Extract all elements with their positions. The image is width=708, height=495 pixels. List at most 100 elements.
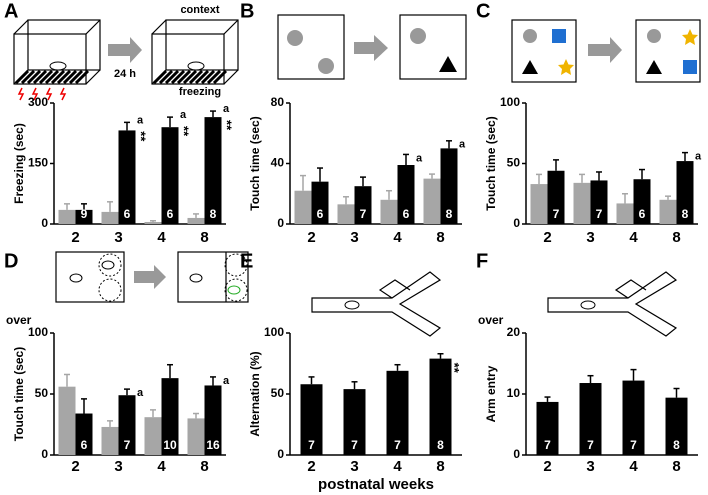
- y-tick-label: 150: [28, 156, 48, 170]
- n-label: 6: [81, 438, 88, 452]
- significance-stars: **: [177, 126, 192, 137]
- n-label: 7: [553, 207, 560, 221]
- bar: [659, 199, 677, 224]
- y-tick-label: 10: [507, 386, 521, 400]
- x-tick-label: 8: [200, 458, 208, 475]
- diagram-f: [547, 271, 678, 337]
- significance-stars: **: [220, 120, 235, 131]
- x-tick-label: 8: [672, 458, 680, 475]
- x-tick-label: 4: [629, 458, 638, 475]
- y-tick-label: 40: [271, 156, 285, 170]
- n-label: 7: [630, 438, 637, 452]
- n-label: 8: [682, 207, 689, 221]
- y-tick-label: 100: [264, 325, 284, 339]
- bar: [187, 418, 205, 455]
- diagram-a: 24 h context freezing: [13, 4, 239, 101]
- panel-letter: E: [240, 250, 253, 272]
- bar: [311, 181, 329, 224]
- n-label: 7: [351, 438, 358, 452]
- n-label: 6: [403, 207, 410, 221]
- x-tick-label: 8: [436, 458, 444, 475]
- n-label: 9: [81, 207, 88, 221]
- significance-stars: **: [134, 131, 149, 142]
- panel-letter: F: [476, 250, 488, 272]
- y-tick-label: 50: [35, 386, 49, 400]
- x-axis-label: postnatal weeks: [318, 476, 434, 493]
- y-tick-label: 0: [277, 447, 284, 461]
- bar: [429, 358, 452, 455]
- panel-letter: A: [4, 0, 18, 22]
- bar: [161, 127, 179, 224]
- y-tick-label: 20: [507, 325, 521, 339]
- significance-letter: a: [180, 109, 187, 121]
- y-axis-label: Alternation (%): [248, 351, 262, 436]
- bar: [75, 209, 93, 224]
- x-tick-label: 8: [200, 229, 208, 246]
- x-tick-label: 3: [350, 458, 358, 475]
- y-axis-label: Touch time (sec): [484, 116, 498, 210]
- significance-letter: a: [137, 387, 144, 399]
- bar: [118, 395, 136, 455]
- bar: [204, 117, 222, 224]
- diagram-b: [277, 14, 467, 80]
- n-label: 7: [596, 207, 603, 221]
- bar: [665, 397, 688, 455]
- y-tick-label: 100: [500, 95, 520, 109]
- x-tick-label: 4: [393, 458, 402, 475]
- x-tick-label: 4: [393, 229, 402, 246]
- y-tick-label: 0: [513, 216, 520, 230]
- bar: [75, 413, 93, 455]
- axis-note: over: [6, 313, 32, 327]
- bar: [144, 417, 162, 455]
- bar: [579, 383, 602, 455]
- x-tick-label: 4: [157, 458, 166, 475]
- bar: [386, 370, 409, 455]
- panel-letter: B: [240, 0, 254, 22]
- n-label: 8: [210, 207, 217, 221]
- bar: [547, 170, 565, 224]
- n-label: 7: [360, 207, 367, 221]
- significance-letter: a: [223, 103, 230, 115]
- x-tick-label: 3: [586, 458, 594, 475]
- x-tick-label: 3: [114, 229, 122, 246]
- n-label: 7: [394, 438, 401, 452]
- significance-letter: a: [459, 139, 466, 151]
- bar: [101, 426, 119, 455]
- bar: [530, 184, 548, 224]
- bar: [337, 204, 355, 224]
- x-tick-label: 8: [672, 229, 680, 246]
- n-label: 8: [673, 438, 680, 452]
- y-axis-label: Freezing (sec): [12, 123, 26, 204]
- bar: [676, 161, 694, 224]
- bar: [343, 389, 366, 455]
- bar: [101, 211, 119, 224]
- n-label: 10: [163, 438, 177, 452]
- diagram-label: context: [180, 4, 219, 16]
- x-tick-label: 3: [114, 458, 122, 475]
- diagram-d: [55, 251, 249, 303]
- significance-letter: a: [223, 375, 230, 387]
- n-label: 6: [317, 207, 324, 221]
- x-tick-label: 3: [350, 229, 358, 246]
- y-axis-label: Arm entry: [484, 365, 498, 422]
- diagram-label: freezing: [179, 86, 221, 98]
- significance-letter: a: [416, 152, 423, 164]
- bar: [161, 378, 179, 455]
- x-tick-label: 4: [157, 229, 166, 246]
- bar: [187, 217, 205, 224]
- bar: [440, 148, 458, 224]
- bar: [300, 384, 323, 455]
- bar: [536, 401, 559, 455]
- x-tick-label: 2: [543, 229, 551, 246]
- diagram-label: 24 h: [114, 68, 136, 80]
- y-tick-label: 0: [41, 447, 48, 461]
- n-label: 7: [308, 438, 315, 452]
- y-tick-label: 0: [41, 216, 48, 230]
- diagram-c: [511, 19, 701, 83]
- x-tick-label: 2: [71, 458, 79, 475]
- bar: [354, 186, 372, 224]
- n-label: 6: [167, 207, 174, 221]
- bar: [118, 130, 136, 224]
- significance-letter: a: [695, 151, 702, 163]
